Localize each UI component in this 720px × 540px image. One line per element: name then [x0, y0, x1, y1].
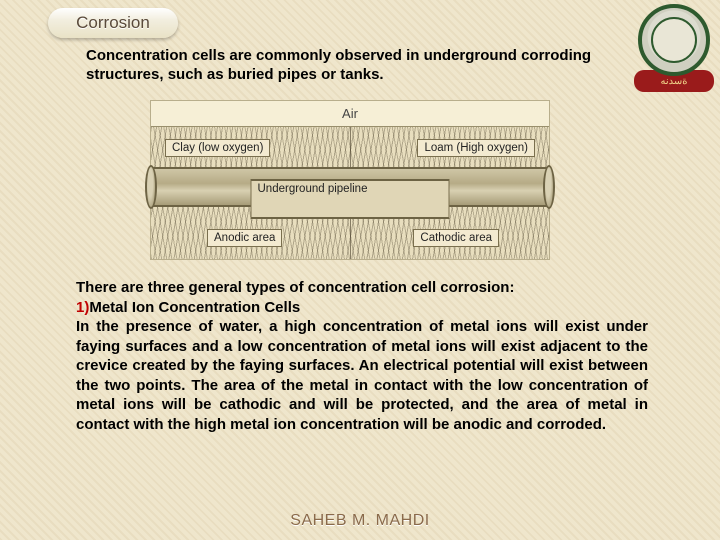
- diagram-pipe-label: Underground pipeline: [251, 179, 450, 219]
- title-lozenge: Corrosion: [48, 8, 178, 38]
- body-content: There are three general types of concent…: [76, 278, 648, 434]
- intro-paragraph: Concentration cells are commonly observe…: [86, 46, 616, 84]
- author-footer: SAHEB M. MAHDI: [0, 512, 720, 530]
- type-1-title: Metal Ion Concentration Cells: [89, 299, 300, 316]
- university-logo: ةسدنه: [634, 4, 714, 94]
- diagram-pipe-end-right: [543, 165, 555, 209]
- type-1-body: In the presence of water, a high concent…: [76, 317, 648, 434]
- type-1-heading: 1)Metal Ion Concentration Cells: [76, 298, 648, 318]
- slide-page: Corrosion ةسدنه Concentration cells are …: [0, 0, 720, 540]
- diagram-air-label: Air: [151, 101, 549, 127]
- diagram-pipe-end-left: [145, 165, 157, 209]
- types-intro-line: There are three general types of concent…: [76, 278, 648, 298]
- diagram-cathodic-label: Cathodic area: [413, 229, 499, 247]
- type-1-number: 1): [76, 299, 89, 316]
- pipeline-diagram: Air Clay (low oxygen) Loam (High oxygen)…: [150, 100, 550, 260]
- diagram-clay-label: Clay (low oxygen): [165, 139, 270, 157]
- logo-inner: [651, 17, 697, 63]
- diagram-loam-label: Loam (High oxygen): [417, 139, 535, 157]
- diagram-anodic-label: Anodic area: [207, 229, 282, 247]
- page-title: Corrosion: [76, 13, 150, 33]
- logo-circle: [638, 4, 710, 76]
